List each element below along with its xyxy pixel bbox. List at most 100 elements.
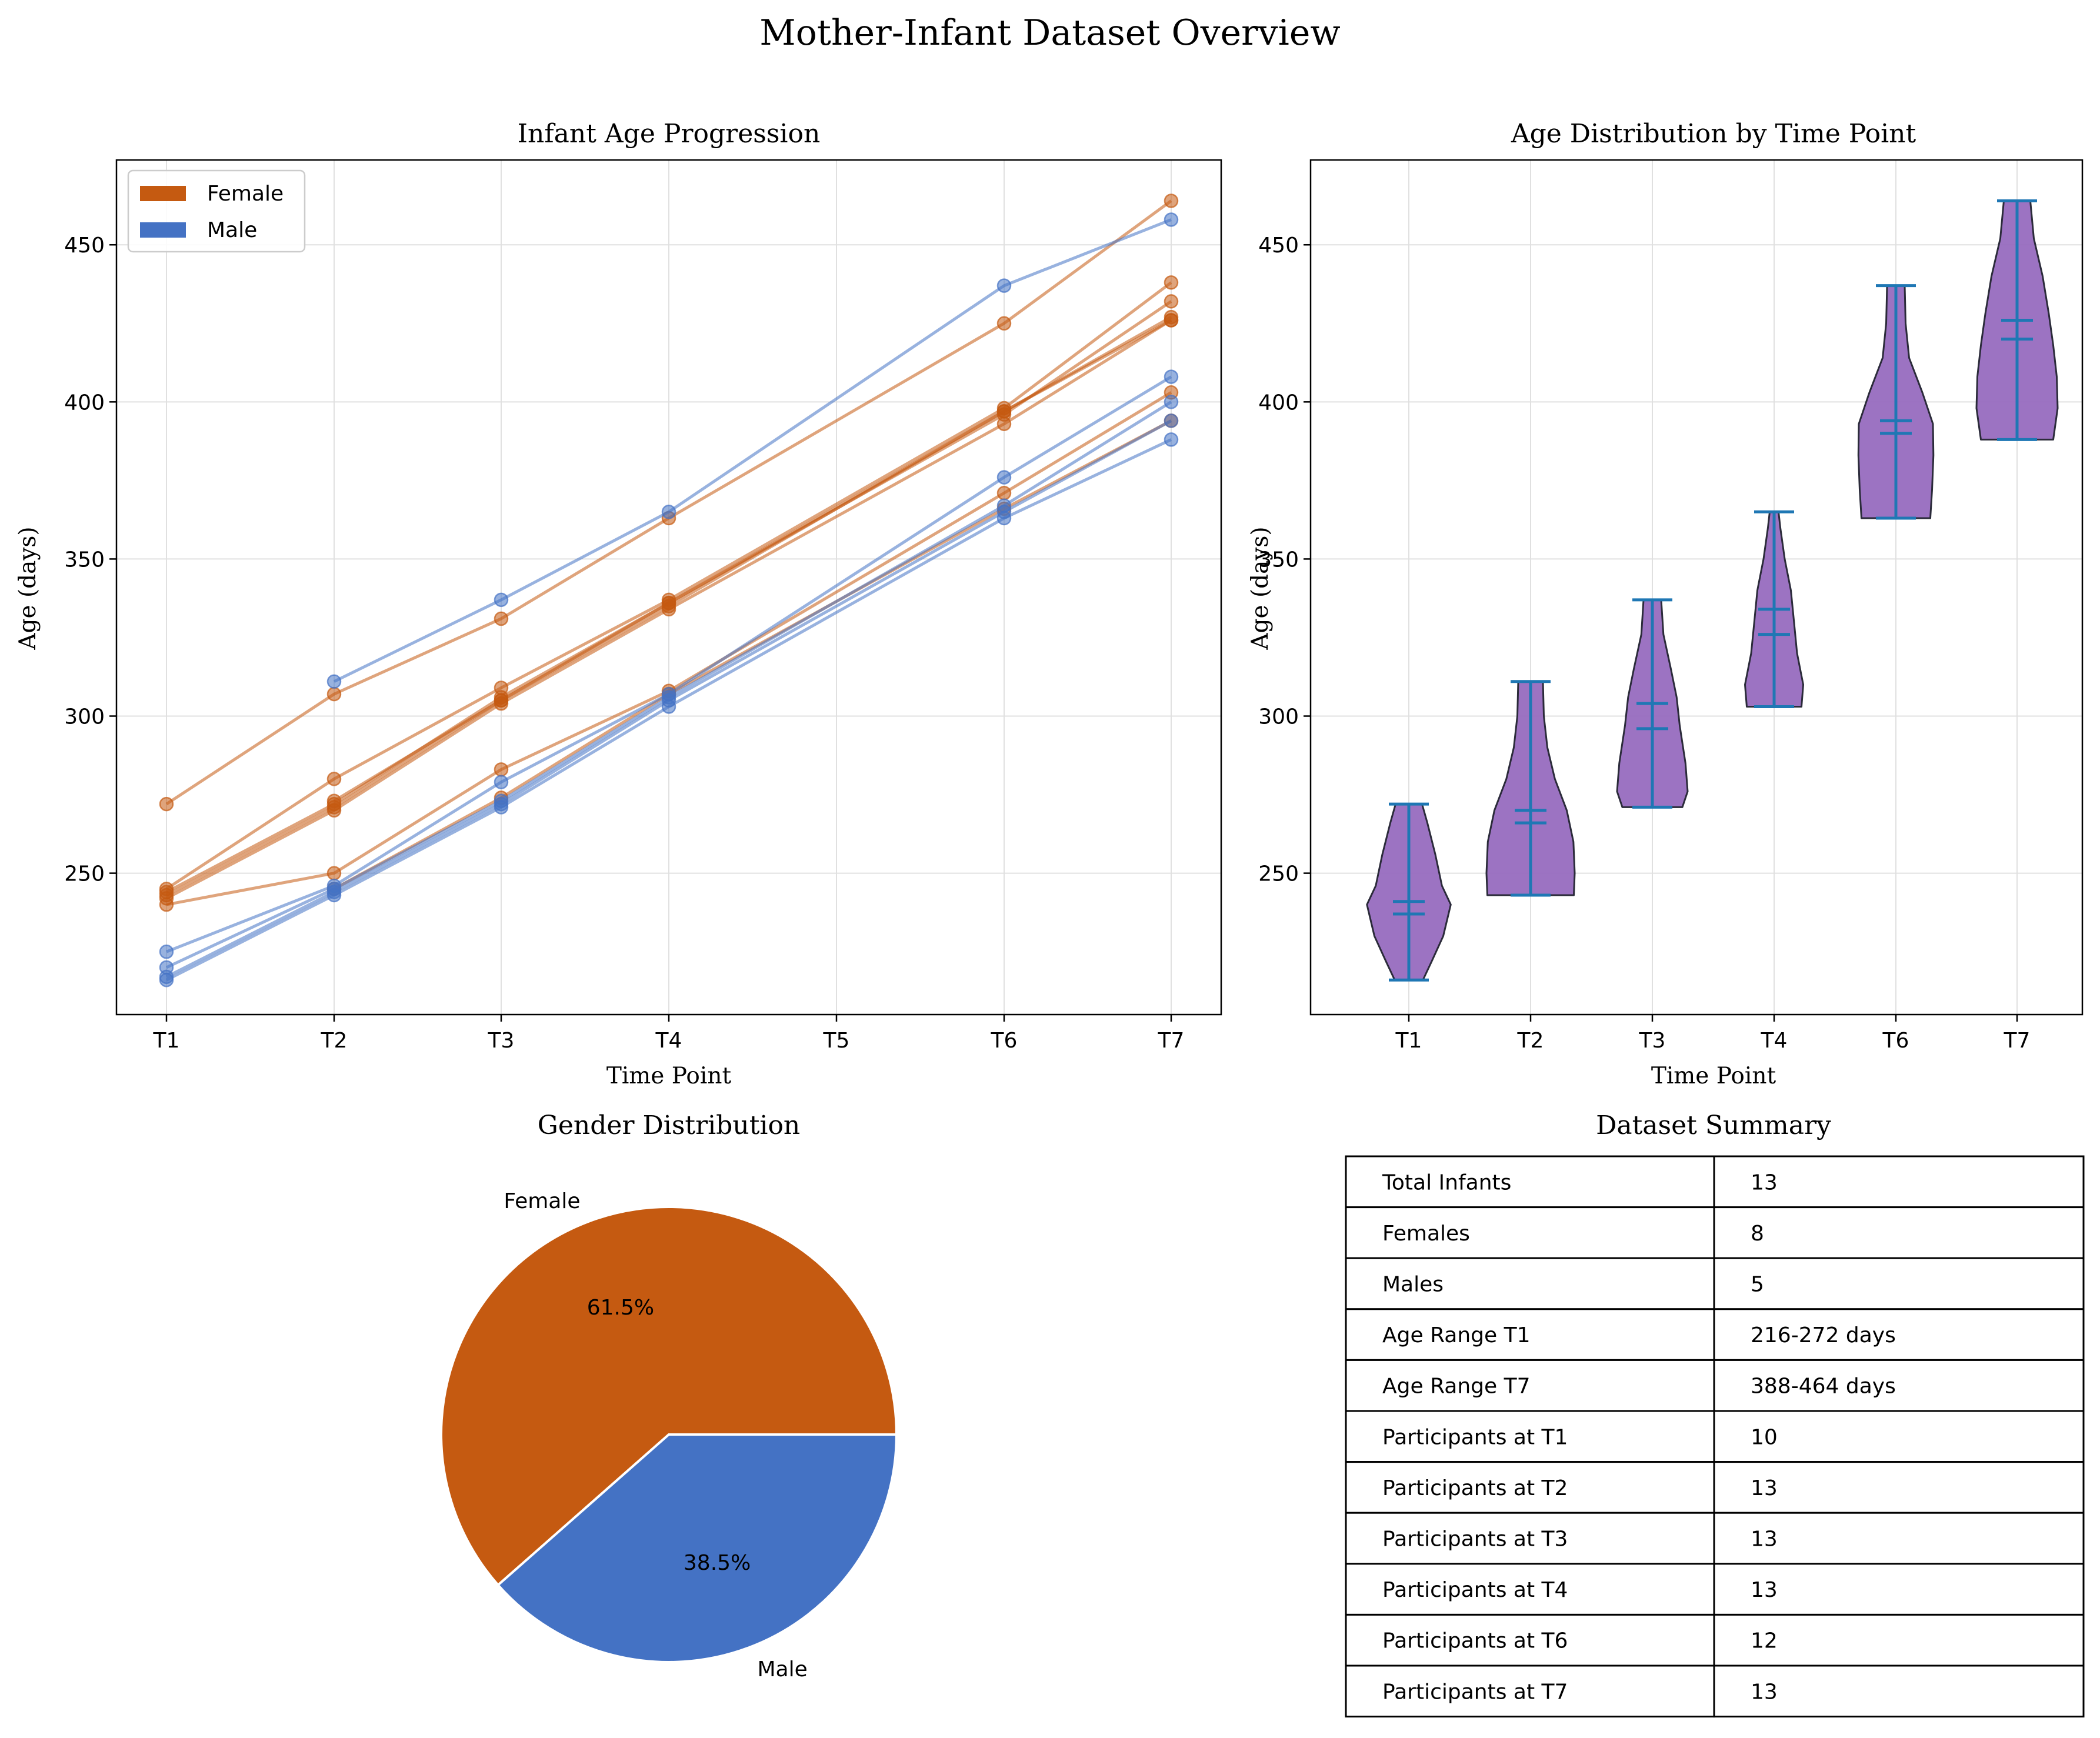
line-point-female — [326, 793, 342, 808]
line-point-female — [996, 316, 1012, 331]
violin-chart-xtick-label: T2 — [1517, 1029, 1544, 1053]
summary-table-value: 13 — [1751, 1578, 1778, 1602]
summary-table-row: Age Range T1 216-272 days — [1345, 1308, 2085, 1361]
line-point-female — [159, 796, 174, 812]
pie-slice-female — [440, 1206, 898, 1586]
line-point-male — [1164, 432, 1179, 447]
pie-slice-male — [496, 1433, 898, 1663]
line-series-male — [166, 375, 1172, 953]
line-chart-xtick-label: T7 — [1158, 1029, 1185, 1053]
violin-chart-ytick-label: 400 — [1258, 391, 1299, 415]
line-chart-xtick-label: T3 — [488, 1029, 515, 1053]
pie-chart-title: Gender Distribution — [538, 1110, 801, 1140]
violin-chart-frame — [1309, 159, 2084, 1016]
summary-table-row: Age Range T7 388-464 days — [1345, 1359, 2085, 1412]
line-point-female — [996, 485, 1012, 501]
pie-label-male: Male — [758, 1657, 808, 1682]
summary-table-cell — [1713, 1461, 2085, 1514]
line-chart-xtick-label: T2 — [321, 1029, 348, 1053]
figure-title: Mother-Infant Dataset Overview — [759, 12, 1340, 54]
summary-table-row: Participants at T6 12 — [1345, 1613, 2085, 1667]
summary-table-label: Participants at T7 — [1382, 1680, 1568, 1704]
line-chart-ytick-label: 450 — [64, 233, 105, 258]
violin-chart-ylabel: Age (days) — [1247, 526, 1274, 650]
summary-table-cell — [1345, 1461, 1715, 1514]
line-point-male — [996, 511, 1012, 526]
line-point-male — [1164, 395, 1179, 409]
legend-label-female: Female — [207, 182, 284, 206]
summary-table-cell — [1345, 1206, 1715, 1259]
summary-table-cell — [1345, 1155, 1715, 1209]
line-point-female — [494, 762, 509, 777]
summary-table-label: Participants at T2 — [1382, 1476, 1568, 1500]
line-point-female — [1164, 194, 1179, 208]
line-point-male — [159, 944, 174, 959]
line-series-female — [165, 281, 1172, 890]
pie-chart-panel: Gender Distribution Female 61.5% Male 38.5% — [440, 1110, 898, 1682]
summary-table-row: Participants at T1 10 — [1345, 1410, 2085, 1463]
line-point-female — [1164, 294, 1179, 309]
summary-table-value: 13 — [1751, 1476, 1778, 1500]
line-chart-ytick-label: 400 — [64, 391, 105, 415]
line-point-male — [494, 775, 509, 789]
summary-table-row: Participants at T7 13 — [1345, 1664, 2085, 1718]
summary-table-cell — [1345, 1563, 1715, 1616]
summary-table-cell — [1713, 1613, 2085, 1667]
line-chart-panel: Infant Age Progression Time Point Age (d… — [15, 119, 1222, 1089]
summary-table-cell — [1345, 1410, 1715, 1463]
line-chart-xlabel: Time Point — [606, 1063, 732, 1089]
line-chart-ytick-label: 250 — [64, 862, 105, 886]
summary-table-row: Males 5 — [1345, 1257, 2085, 1310]
line-chart-xtick-label: T1 — [153, 1029, 180, 1053]
summary-table-label: Males — [1382, 1273, 1444, 1297]
line-point-male — [996, 470, 1012, 485]
summary-table-label: Females — [1382, 1222, 1470, 1246]
violin-chart-xtick-label: T6 — [1882, 1029, 1909, 1053]
summary-table-row: Females 8 — [1345, 1206, 2085, 1259]
summary-table-row: Participants at T3 13 — [1345, 1512, 2085, 1565]
violin-chart-title: Age Distribution by Time Point — [1511, 119, 1916, 149]
line-series-male — [165, 438, 1172, 982]
violin-chart-ytick-label: 250 — [1258, 862, 1299, 886]
pie-pct-label-male: 38.5% — [684, 1551, 751, 1575]
summary-table-row: Participants at T2 13 — [1345, 1461, 2085, 1514]
line-point-female — [159, 897, 174, 912]
summary-table-cell — [1713, 1155, 2085, 1209]
line-point-male — [661, 699, 676, 714]
line-point-male — [996, 278, 1012, 293]
line-point-male — [661, 505, 676, 519]
line-chart-ytick-label: 350 — [64, 548, 105, 572]
summary-table-cell — [1345, 1308, 1715, 1361]
line-point-male — [326, 674, 342, 689]
violin-chart-ytick-label: 300 — [1258, 705, 1299, 729]
violin-chart-xlabel: Time Point — [1651, 1063, 1776, 1089]
line-point-female — [326, 772, 342, 786]
line-chart-xtick-label: T6 — [991, 1029, 1018, 1053]
line-point-female — [494, 693, 509, 708]
summary-table-value: 8 — [1751, 1222, 1764, 1246]
legend-swatch-male — [140, 222, 186, 238]
summary-table-cell — [1713, 1359, 2085, 1412]
summary-table-title: Dataset Summary — [1596, 1110, 1831, 1140]
line-chart-title: Infant Age Progression — [518, 119, 821, 149]
summary-table-value: 12 — [1751, 1629, 1778, 1653]
line-point-female — [326, 686, 342, 702]
summary-table-cell — [1713, 1664, 2085, 1718]
summary-table-label: Age Range T1 — [1382, 1323, 1531, 1347]
summary-table-label: Participants at T4 — [1382, 1578, 1568, 1602]
summary-table-cell — [1345, 1613, 1715, 1667]
violin-chart-panel: Age Distribution by Time Point Time Poin… — [1247, 119, 2084, 1089]
legend-label-male: Male — [207, 218, 257, 242]
line-point-female — [1164, 275, 1179, 290]
summary-table-row: Total Infants 13 — [1345, 1155, 2085, 1209]
line-point-male — [494, 800, 509, 815]
line-chart-ylabel: Age (days) — [15, 526, 41, 650]
violin-chart-xtick-label: T4 — [1761, 1029, 1788, 1053]
line-point-male — [326, 888, 342, 903]
summary-table-cell — [1713, 1563, 2085, 1616]
violin-chart-ytick-label: 350 — [1258, 548, 1299, 572]
summary-table-cell — [1713, 1308, 2085, 1361]
line-point-male — [1164, 212, 1179, 227]
summary-table-label: Total Infants — [1382, 1170, 1511, 1195]
